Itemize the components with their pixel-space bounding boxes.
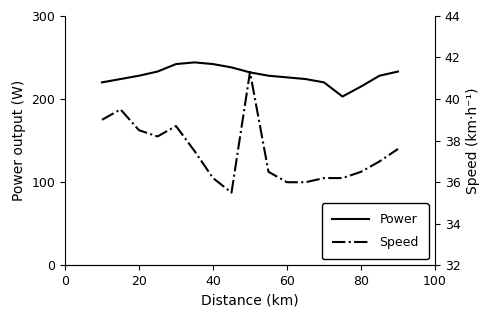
Y-axis label: Speed (km·h⁻¹): Speed (km·h⁻¹)	[466, 87, 480, 194]
Legend: Power, Speed: Power, Speed	[322, 203, 429, 259]
Y-axis label: Power output (W): Power output (W)	[12, 80, 26, 201]
X-axis label: Distance (km): Distance (km)	[201, 294, 299, 308]
